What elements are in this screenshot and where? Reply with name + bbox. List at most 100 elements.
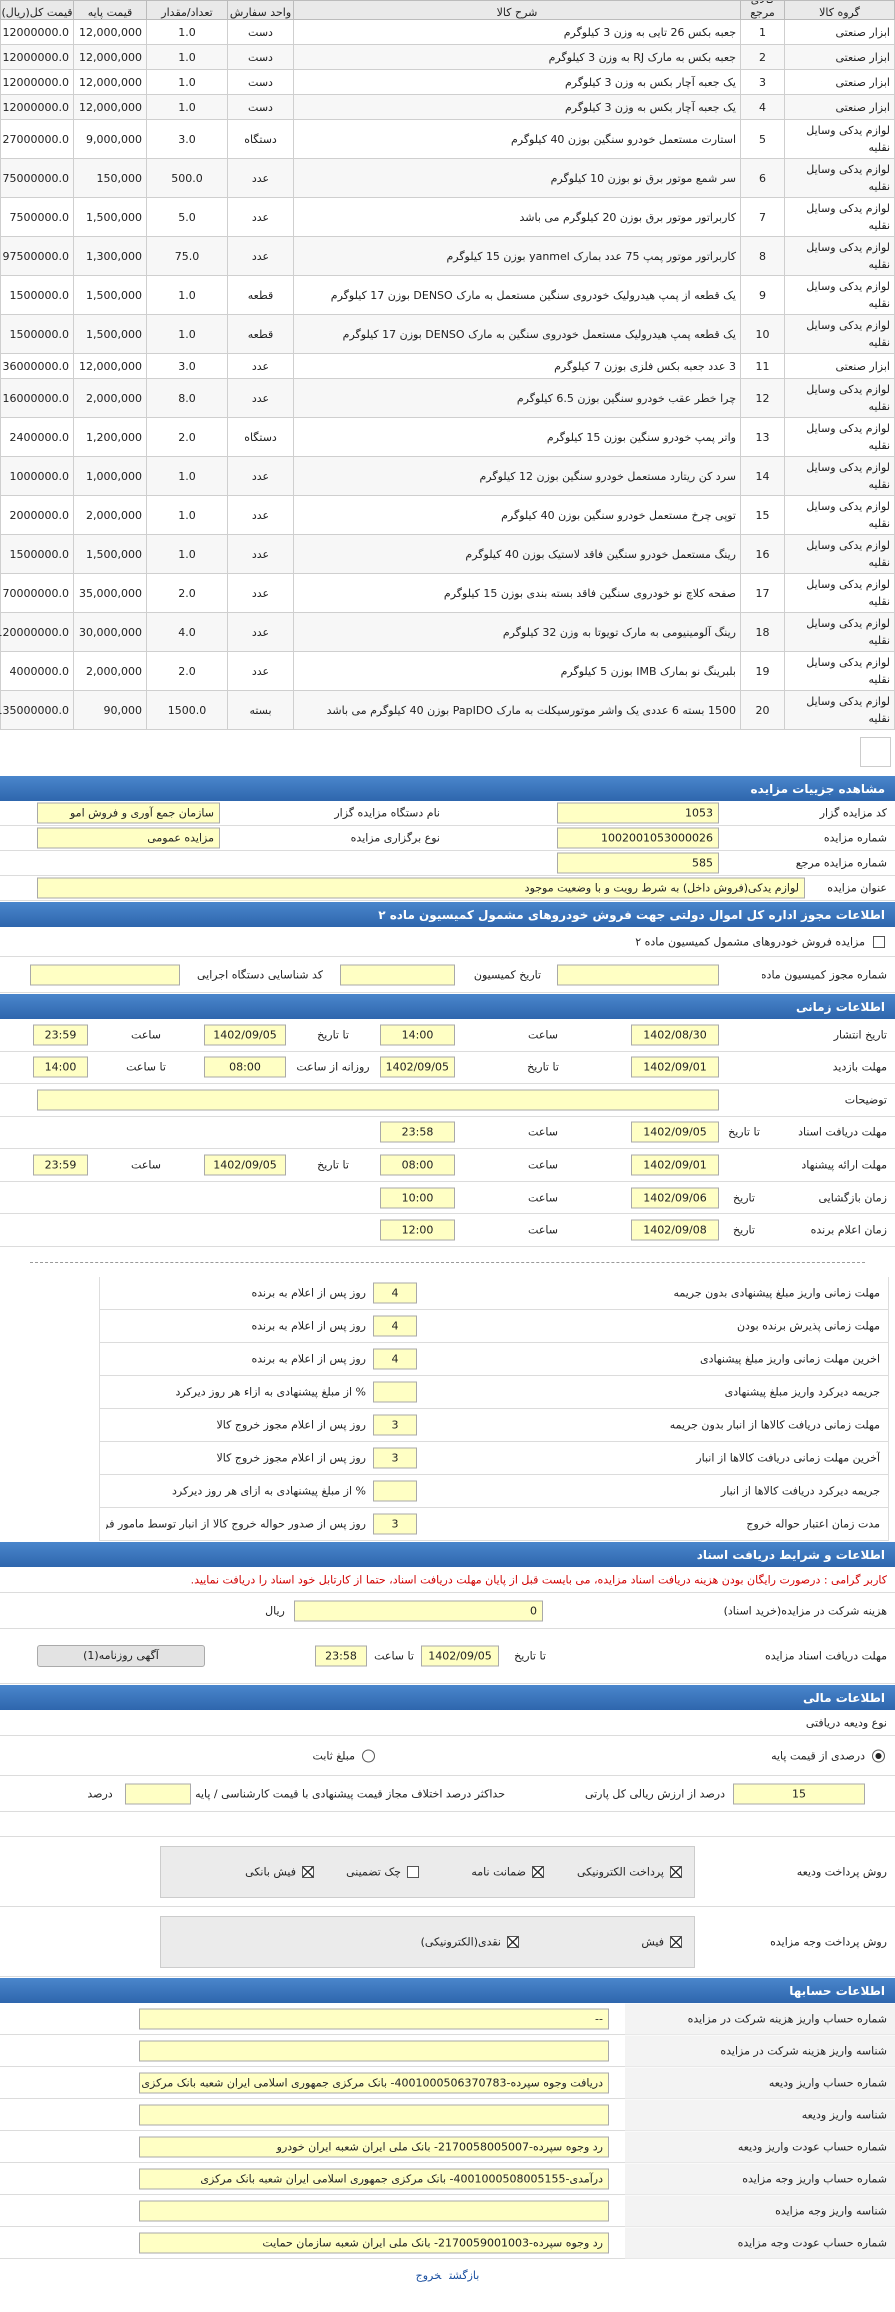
table-cell: یک جعبه آچار بکس به وزن 3 کیلوگرم: [293, 69, 741, 95]
field-value: [30, 964, 180, 985]
field-label: نوع ودیعه دریافتی: [805, 1716, 887, 1729]
newspaper-button[interactable]: آگهی روزنامه(1): [37, 1645, 205, 1667]
item-row: لوازم یدکی وسایل نقلیه 15 توپی چرخ مستعمل …: [0, 495, 895, 535]
spacer: [0, 735, 895, 775]
table-cell: 1.0: [146, 69, 228, 95]
item-row: ابزار صنعتی 4 یک جعبه آچار بکس به وزن 3 کی…: [0, 94, 895, 120]
checkbox: [670, 1865, 682, 1878]
exit-link[interactable]: خروج: [415, 2269, 442, 2282]
rule-label: اخرین مهلت زمانی واریز مبلغ پیشنهادی: [700, 1352, 880, 1366]
form-row: مهلت دریافت اسناد مزایده تا تاریخ 1402/09/…: [0, 1629, 895, 1684]
field-value: 15: [733, 1783, 865, 1804]
form-row: [0, 1812, 895, 1837]
header-text: قیمت پایه: [87, 6, 133, 19]
form-row: شماره حساب واریز هزینه شرکت در مزایده --: [0, 2003, 895, 2035]
field-unit: ریال: [265, 1604, 285, 1617]
field-value: مزایده عمومی: [37, 827, 220, 849]
table-cell: لوازم یدکی وسایل نقلیه: [784, 534, 895, 574]
table-cell: 2000000.0: [0, 495, 74, 535]
table-cell: 5.0: [146, 197, 228, 237]
table-cell: 20: [740, 690, 785, 730]
table-cell: 75000000.0: [0, 158, 74, 198]
rule-label: جریمه دیرکرد دریافت کالاها از انبار: [720, 1484, 880, 1498]
table-cell: 1.0: [146, 19, 228, 45]
table-cell: ابزار صنعتی: [784, 19, 895, 45]
table-cell: 1500.0: [146, 690, 228, 730]
item-row: لوازم یدکی وسایل نقلیه 6 سر شمع موتور برق …: [0, 158, 895, 198]
footer: بازگشت خروج: [0, 2259, 895, 2312]
table-cell: 13: [740, 417, 785, 457]
field-value: 1402/08/30: [631, 1024, 719, 1046]
field-label: درصد از ارزش ریالی کل پارتی: [584, 1787, 725, 1800]
checkbox: [302, 1865, 314, 1878]
table-cell: 12,000,000: [73, 353, 147, 379]
form-row: شماره حساب واریز وجه مزایده درآمدی-400100…: [0, 2163, 895, 2195]
details-section: کد مزایده گزار 1053 نام دستگاه مزایده گزار…: [0, 801, 895, 901]
field-value: 1402/09/05: [380, 1056, 455, 1078]
table-cell: 1,500,000: [73, 314, 147, 354]
rule-unit: روز پس از اعلام به برنده: [251, 1319, 366, 1333]
field-value: 1402/09/08: [631, 1219, 719, 1241]
table-cell: 1: [740, 19, 785, 45]
table-cell: 75.0: [146, 236, 228, 276]
column-header: شرح کالا: [293, 0, 741, 20]
column-header: واحد سفارش: [227, 0, 294, 20]
table-cell: لوازم یدکی وسایل نقلیه: [784, 612, 895, 652]
table-cell: 1500000.0: [0, 314, 74, 354]
table-cell: لوازم یدکی وسایل نقلیه: [784, 236, 895, 276]
back-link[interactable]: بازگشت: [449, 2269, 480, 2282]
table-cell: 6: [740, 158, 785, 198]
checkbox-label: فیش بانکی: [245, 1865, 296, 1878]
table-cell: 2,000,000: [73, 378, 147, 418]
field-value: 1002001053000026: [557, 827, 719, 849]
field-value: 14:00: [380, 1024, 455, 1046]
table-cell: 2,000,000: [73, 651, 147, 691]
column-header: قیمت پایه: [73, 0, 147, 20]
rule-label: جریمه دیرکرد واریز مبلغ پیشنهادی: [724, 1385, 880, 1399]
table-cell: لوازم یدکی وسایل نقلیه: [784, 690, 895, 730]
rule-value: [373, 1480, 417, 1502]
checkbox: [670, 1935, 682, 1948]
table-cell: 16: [740, 534, 785, 574]
table-cell: یک قطعه پمپ هیدرولیک مستعمل خودروی سنگین…: [293, 314, 741, 354]
rule-unit: روز پس از صدور حواله خروج کالا از انبار …: [106, 1517, 366, 1531]
item-row: لوازم یدکی وسایل نقلیه 10 یک قطعه پمپ هیدر…: [0, 314, 895, 354]
item-row: لوازم یدکی وسایل نقلیه 16 رینگ مستعمل خودر…: [0, 534, 895, 574]
table-cell: عدد: [227, 158, 294, 198]
table-cell: ابزار صنعتی: [784, 353, 895, 379]
field-label: توضیحات: [844, 1093, 887, 1107]
form-row: عنوان مزایده لوازم یدکی(فروش داخل) به شرط…: [0, 876, 895, 901]
form-row: درصدی از قیمت پایه مبلغ ثابت: [0, 1736, 895, 1776]
field-value: 1053: [557, 802, 719, 824]
table-cell: عدد: [227, 197, 294, 237]
rule-label: مهلت زمانی واریز مبلغ پیشنهادی بدون جریم…: [673, 1286, 880, 1300]
table-cell: 14: [740, 456, 785, 496]
table-cell: 1,300,000: [73, 236, 147, 276]
form-row: جریمه دیرکرد واریز مبلغ پیشنهادی % از مبل…: [99, 1376, 889, 1409]
field-label: شناسه واریز ودیعه: [625, 2099, 895, 2130]
checkbox-label: چک تضمینی: [346, 1865, 401, 1878]
field-label: تا تاریخ: [514, 1649, 546, 1663]
table-cell: 1.0: [146, 94, 228, 120]
table-cell: 36000000.0: [0, 353, 74, 379]
column-header: شماره کالای مرجع: [740, 0, 785, 20]
table-cell: 5: [740, 119, 785, 159]
table-cell: لوازم یدکی وسایل نقلیه: [784, 314, 895, 354]
form-row: شماره مزایده مرجع 585: [0, 851, 895, 876]
field-label: شماره حساب واریز وجه مزایده: [625, 2163, 895, 2194]
table-cell: 1.0: [146, 314, 228, 354]
table-cell: دستگاه: [227, 119, 294, 159]
table-cell: 1.0: [146, 534, 228, 574]
table-cell: دستگاه: [227, 417, 294, 457]
field-label: تا ساعت: [374, 1649, 414, 1663]
field-label: روش پرداخت ودیعه: [796, 1865, 887, 1878]
section-header: مشاهده جزییات مزایده: [0, 775, 895, 801]
table-cell: استارت مستعمل خودرو سنگین بوزن 40 کیلوگر…: [293, 119, 741, 159]
column-header: تعداد/مقدار: [146, 0, 228, 20]
section-header: اطلاعات مجوز اداره کل اموال دولتی جهت فر…: [0, 901, 895, 927]
field-value: 12:00: [380, 1219, 455, 1241]
table-cell: لوازم یدکی وسایل نقلیه: [784, 197, 895, 237]
field-label: شناسه واریز هزینه شرکت در مزایده: [625, 2035, 895, 2066]
